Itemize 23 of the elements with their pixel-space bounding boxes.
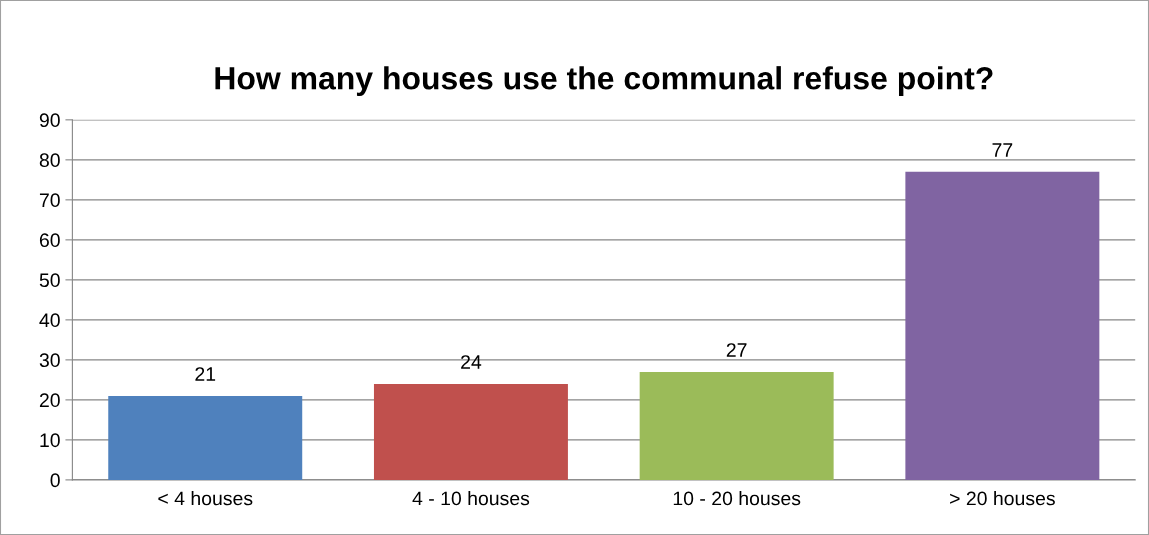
bar	[639, 371, 834, 480]
y-tick-label: 20	[39, 393, 60, 408]
y-tick-label: 30	[39, 353, 60, 368]
y-tick-label: 40	[39, 313, 60, 328]
data-label: 77	[992, 143, 1013, 157]
y-tick-label: 90	[39, 113, 60, 128]
x-tick-label: > 20 houses	[950, 491, 1055, 506]
data-label: 24	[461, 355, 482, 369]
y-tick-label: 0	[50, 473, 60, 488]
data-label: 27	[726, 343, 747, 357]
y-tick-label: 60	[39, 233, 60, 248]
bar	[108, 395, 303, 480]
data-label: 21	[195, 367, 216, 381]
chart-title: How many houses use the communal refuse point?	[215, 66, 993, 96]
bar	[905, 171, 1100, 480]
y-tick-label: 70	[39, 193, 60, 208]
y-tick-label: 80	[39, 153, 60, 168]
x-tick-label: 4 - 10 houses	[412, 491, 530, 506]
x-tick-label: 10 - 20 houses	[673, 491, 801, 506]
y-tick-label: 10	[40, 433, 60, 448]
y-tick-label: 50	[39, 273, 60, 288]
x-tick-label: < 4 houses	[158, 491, 253, 506]
bar	[373, 383, 568, 480]
